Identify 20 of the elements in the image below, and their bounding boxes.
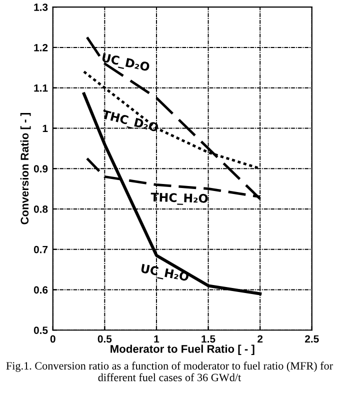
x-tick-label: 0: [50, 335, 56, 343]
caption: Fig.1. Conversion ratio as a function of moderator to fuel ratio (MFR) for different fuel cases of 36 GWd/t: [6, 362, 333, 382]
series-label: THC_H₂O: [150, 192, 208, 206]
x-tick-label: 0.5: [98, 335, 112, 343]
y-tick-label: 0.5: [34, 326, 48, 334]
y-tick-label: 0.6: [34, 286, 48, 294]
y-tick-label: 0.7: [34, 246, 48, 254]
y-tick-label: 1: [42, 124, 48, 132]
y-axis-title: Conversion Ratio [ - ]: [20, 113, 31, 224]
y-tick-label: 0.8: [34, 205, 48, 213]
x-tick-label: 1: [154, 335, 160, 343]
x-tick-label: 2: [258, 335, 263, 343]
x-tick-label: 2.5: [305, 335, 319, 343]
x-axis-title: Moderator to Fuel Ratio [ - ]: [110, 344, 254, 356]
y-tick-label: 1.1: [34, 84, 48, 92]
y-tick-label: 1.3: [34, 4, 48, 11]
x-tick-label: 1.5: [202, 335, 216, 343]
y-tick-label: 1.2: [34, 44, 48, 52]
y-tick-label: 0.9: [34, 165, 48, 172]
text: UC_D₂O: [101, 52, 150, 74]
